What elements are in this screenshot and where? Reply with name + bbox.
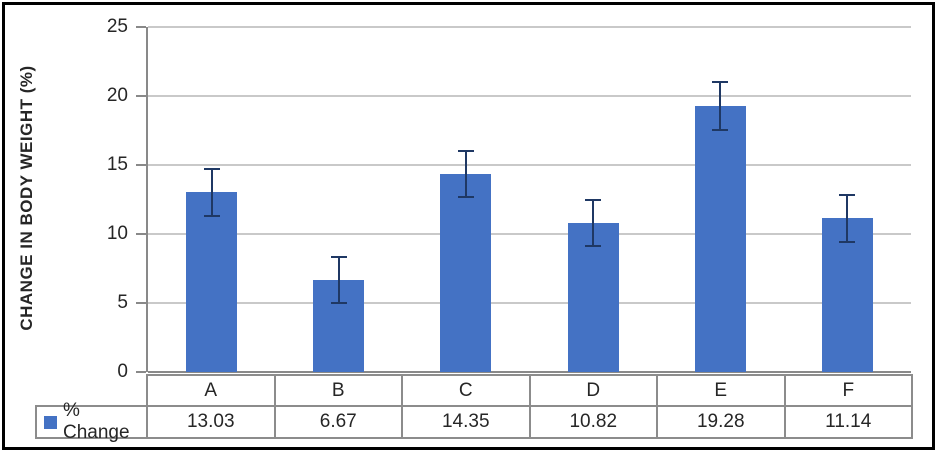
error-bar-cap [839,241,856,244]
value-cell: 11.14 [783,405,913,439]
error-bar-cap [712,80,729,83]
y-tick-label: 0 [117,361,128,382]
error-bar [846,194,849,243]
error-bar [210,168,213,216]
error-bar-cap [585,198,602,201]
error-bar-cap [330,255,347,258]
y-tick-mark [136,371,146,373]
bar-E [694,105,746,372]
category-cell: B [273,374,403,407]
legend-label: % Change [63,400,130,443]
error-bar-cap [203,214,220,217]
y-tick-mark [136,302,146,304]
bar-C [440,173,492,372]
error-bar-cap [203,167,220,170]
gridline-5 [148,302,911,304]
y-tick-label: 20 [106,85,128,106]
y-tick-mark [136,95,146,97]
error-bar-cap [457,149,474,152]
bar-D [567,222,619,372]
y-tick-label: 5 [117,292,128,313]
x-axis-line [148,371,911,373]
value-cell: 13.03 [146,405,276,439]
category-cell: E [656,374,786,407]
error-bar-cap [839,193,856,196]
bar-F [821,218,873,372]
y-axis-title: CHANGE IN BODY WEIGHT (%) [17,65,36,331]
value-cell: 6.67 [273,405,403,439]
error-bar-cap [330,302,347,305]
legend-cell: % Change [35,400,148,443]
y-axis-line [146,27,148,372]
error-bar-cap [457,196,474,199]
value-cell: 10.82 [528,405,658,439]
y-tick-mark [136,26,146,28]
y-tick-label: 25 [106,16,128,37]
gridline-20 [148,95,911,97]
category-cell: D [528,374,658,407]
category-cell: C [401,374,531,407]
gridline-15 [148,164,911,166]
value-cell: 14.35 [401,405,531,439]
error-bar-cap [712,129,729,132]
category-cell: A [146,374,276,407]
y-tick-label: 15 [106,154,128,175]
y-tick-label: 10 [106,223,128,244]
error-bar [719,81,722,131]
error-bar [464,150,467,198]
gridline-25 [148,26,911,28]
gridline-10 [148,233,911,235]
bar-A [186,192,238,372]
error-bar [592,199,595,246]
legend-swatch [44,415,57,429]
plot-area: 0 5 10 15 20 25 [107,16,911,382]
y-tick-mark [136,233,146,235]
error-bar-cap [585,244,602,247]
value-row: % Change 13.03 6.67 14.35 10.82 19.28 11.14 [35,400,913,443]
y-tick-mark [136,164,146,166]
category-cell: F [783,374,913,407]
error-bar [337,256,340,304]
value-cell: 19.28 [656,405,786,439]
